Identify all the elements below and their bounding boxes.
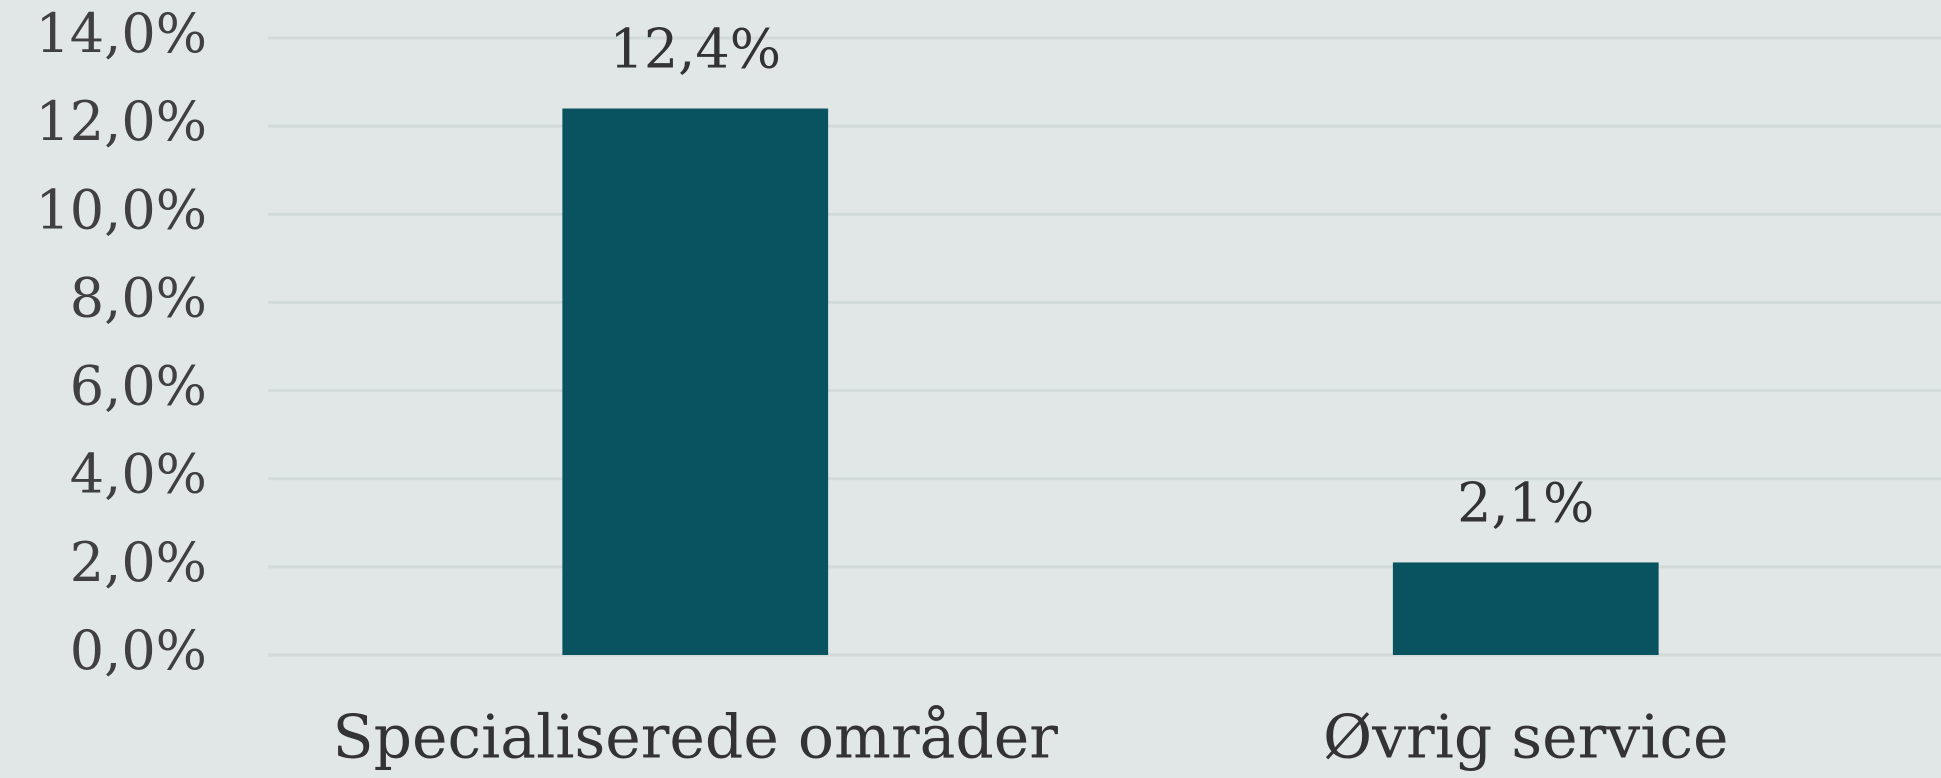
- y-tick-label: 6,0%: [70, 355, 207, 418]
- y-tick-label: 4,0%: [70, 443, 207, 506]
- y-tick-label: 0,0%: [70, 619, 207, 682]
- data-label: 2,1%: [1457, 471, 1594, 534]
- y-tick-label: 10,0%: [35, 178, 207, 241]
- data-label: 12,4%: [609, 18, 781, 81]
- y-tick-label: 12,0%: [35, 90, 207, 153]
- y-tick-label: 2,0%: [70, 531, 207, 594]
- x-tick-label: Specialiserede områder: [332, 703, 1058, 773]
- bar: [562, 108, 829, 655]
- y-tick-label: 8,0%: [70, 266, 207, 329]
- bar: [1392, 562, 1659, 655]
- y-tick-label: 14,0%: [35, 2, 207, 65]
- x-tick-label: Øvrig service: [1323, 703, 1729, 773]
